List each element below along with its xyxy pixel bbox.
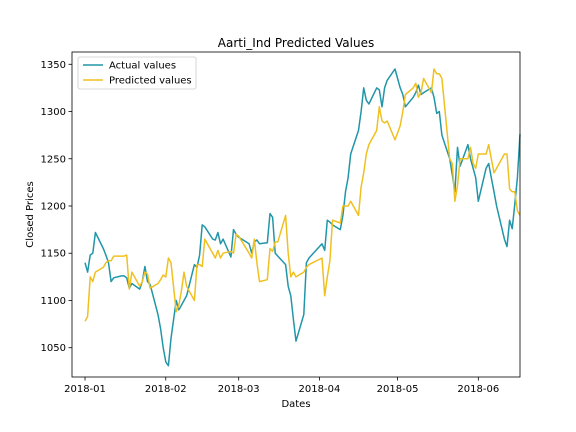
y-tick-label: 1200 (41, 201, 66, 212)
x-axis-label: Dates (281, 399, 310, 410)
plot-series (84, 68, 521, 367)
y-tick-label: 1250 (41, 154, 66, 165)
x-tick-label: 2018-01 (64, 384, 106, 395)
y-tick-label: 1100 (41, 296, 66, 307)
x-tick-label: 2018-03 (218, 384, 260, 395)
y-axis: 1050 1100 1150 1200 1250 1300 1350 (41, 60, 72, 354)
legend-label-actual: Actual values (109, 61, 176, 72)
x-tick-label: 2018-05 (377, 384, 419, 395)
x-tick-label: 2018-06 (457, 384, 499, 395)
y-tick-label: 1050 (41, 343, 66, 354)
legend: Actual values Predicted values (77, 56, 197, 90)
x-axis: 2018-01 2018-02 2018-03 2018-04 2018-05 2018-… (64, 377, 499, 395)
y-tick-label: 1150 (41, 249, 66, 260)
y-tick-label: 1300 (41, 107, 66, 118)
y-tick-label: 1350 (41, 60, 66, 71)
y-axis-label: Closed Prices (25, 181, 36, 247)
chart-title: Aarti_Ind Predicted Values (218, 36, 374, 50)
plot-frame (71, 51, 521, 378)
series-line-1 (84, 68, 521, 322)
x-tick-label: 2018-02 (145, 384, 187, 395)
x-tick-label: 2018-04 (299, 384, 341, 395)
legend-label-predicted: Predicted values (109, 76, 192, 87)
legend-box (77, 56, 197, 90)
